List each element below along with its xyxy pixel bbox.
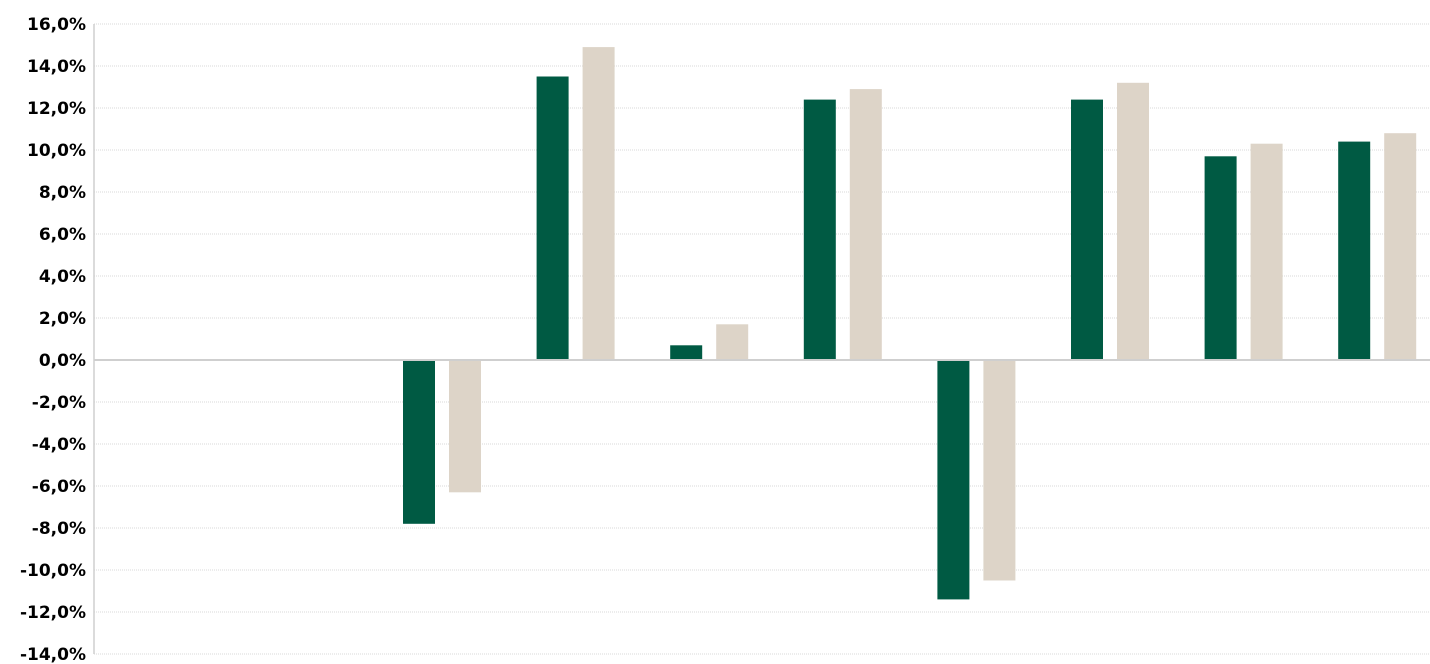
bar-series1-cat6 <box>803 99 836 360</box>
bars <box>403 47 1417 600</box>
y-tick-label: -6,0% <box>32 477 86 497</box>
bar-series1-cat8 <box>1071 99 1103 360</box>
bar-series2-cat10 <box>1384 133 1417 360</box>
y-axis-tick-labels: 16,0% 14,0% 12,0% 10,0% 8,0% 6,0% 4,0% 2,0% 0,0%… <box>20 15 86 664</box>
bar-series1-cat4 <box>536 76 569 360</box>
bar-series1-cat5 <box>670 345 703 360</box>
y-tick-label: -2,0% <box>32 393 86 413</box>
y-tick-label: -8,0% <box>32 519 86 539</box>
y-tick-label: 12,0% <box>27 99 86 119</box>
y-tick-label: 4,0% <box>39 267 86 287</box>
y-tick-label: -12,0% <box>20 603 86 623</box>
bar-series1-cat10 <box>1338 141 1371 360</box>
y-tick-label: -10,0% <box>20 561 86 581</box>
bar-series2-cat9 <box>1250 143 1283 360</box>
bar-series1-cat9 <box>1204 156 1237 360</box>
bar-series2-cat4 <box>582 47 615 360</box>
bar-series2-cat3 <box>449 360 481 493</box>
bar-series2-cat8 <box>1117 82 1149 361</box>
bar-series2-cat7 <box>983 360 1016 581</box>
y-tick-label: -14,0% <box>20 645 86 664</box>
y-tick-label: 14,0% <box>27 57 86 77</box>
y-tick-label: 6,0% <box>39 225 86 245</box>
y-tick-label: 0,0% <box>39 351 86 371</box>
y-tick-label: 2,0% <box>39 309 86 329</box>
bar-series1-cat3 <box>403 360 435 524</box>
y-tick-label: 8,0% <box>39 183 86 203</box>
bar-series1-cat7 <box>937 360 970 600</box>
y-tick-label: 16,0% <box>27 15 86 35</box>
bar-series2-cat6 <box>849 89 882 360</box>
y-tick-label: -4,0% <box>32 435 86 455</box>
bar-series2-cat5 <box>716 324 749 360</box>
y-tick-label: 10,0% <box>27 141 86 161</box>
